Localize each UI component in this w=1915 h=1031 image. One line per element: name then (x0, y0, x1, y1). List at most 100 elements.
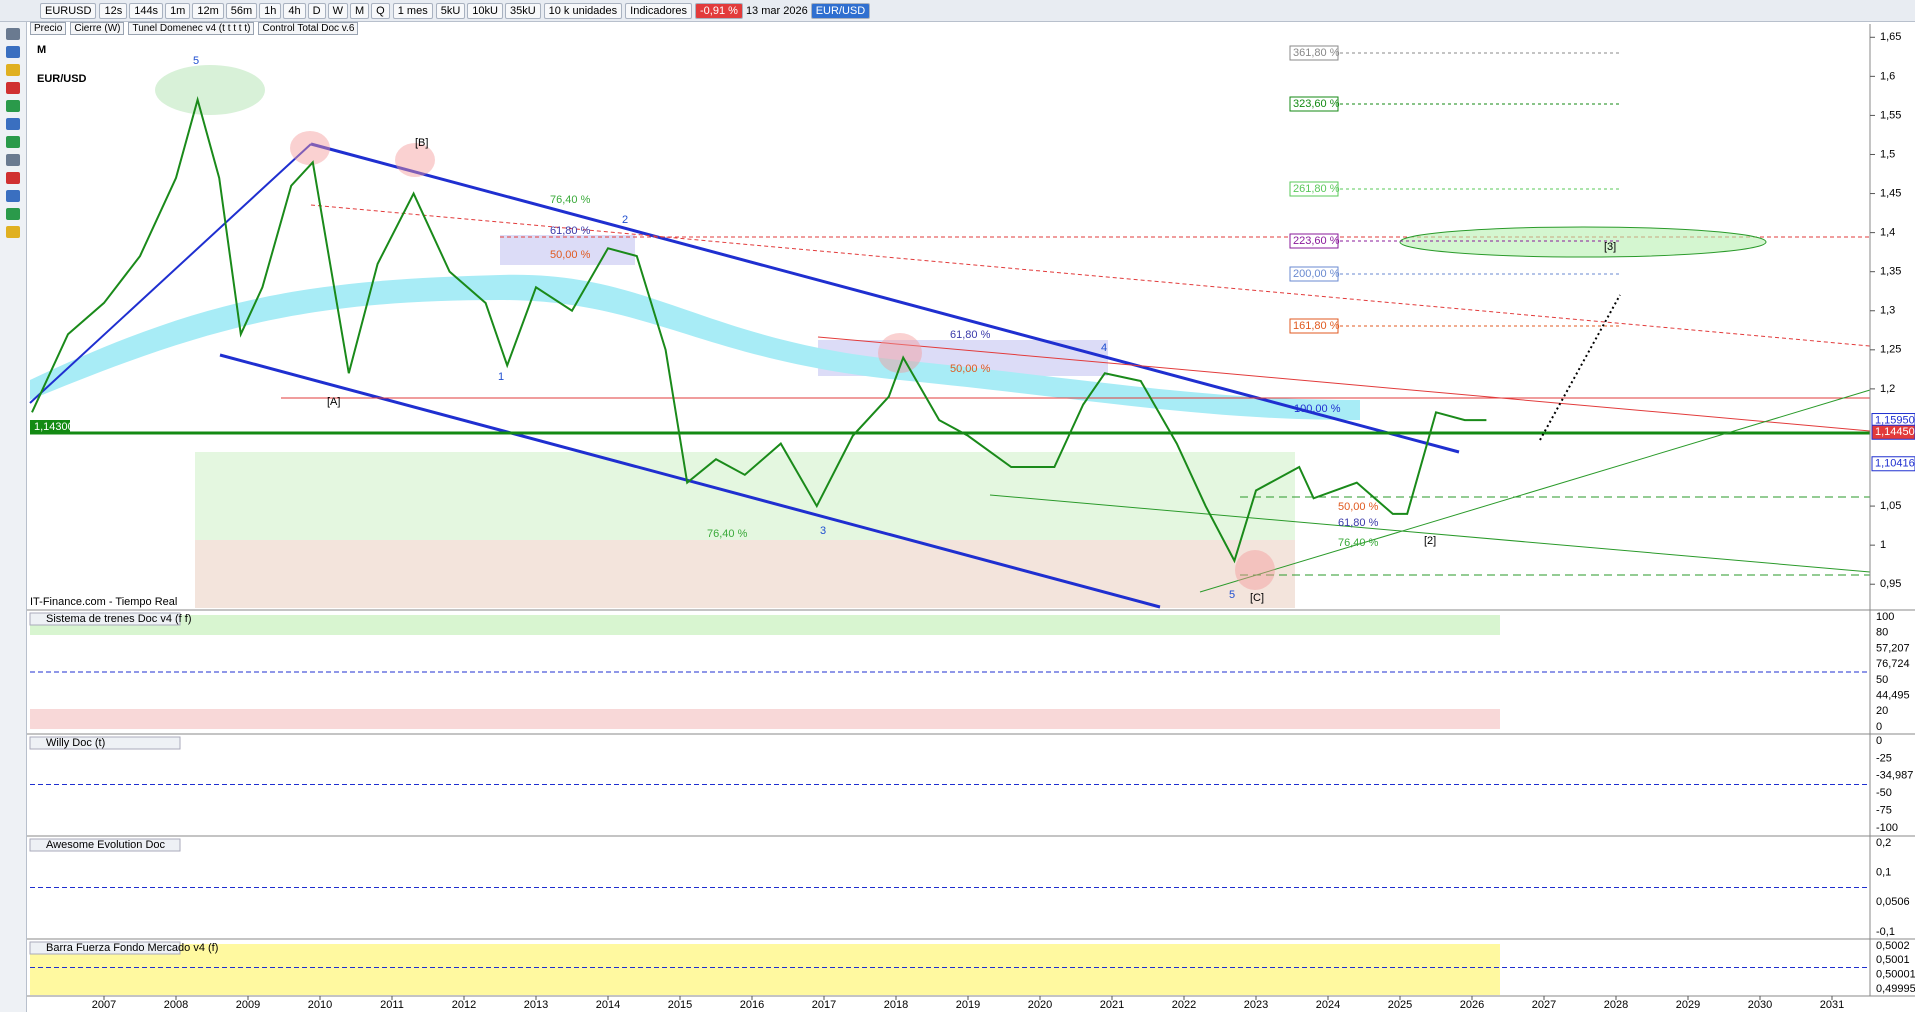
annotations: 5 [B] 2 1 [A] 3 4 5 [C] [2] [3] 76,40 % … (193, 55, 1616, 604)
tool[interactable] (6, 226, 20, 238)
price-label: 1,15950 (1875, 414, 1915, 426)
fib-label: 323,60 % (1293, 98, 1340, 110)
fib-label: 61,80 % (950, 329, 991, 341)
panel-axis-label: 0,50001 (1876, 969, 1915, 981)
tabs: Precio Cierre (W) Tunel Domenec v4 (t t t … (30, 22, 359, 35)
fib-box (1289, 181, 1339, 197)
panel-tag (29, 736, 181, 750)
fib-label: 50,00 % (550, 249, 591, 261)
panel-axis-label: 57,207 (1876, 642, 1910, 654)
x-tick-label: 2014 (596, 999, 620, 1011)
timeframe[interactable]: 1m (165, 2, 191, 19)
side-toolbar (0, 22, 27, 1012)
wave-label: 1 (498, 371, 504, 383)
unit[interactable]: 5kU (435, 2, 466, 19)
panel-band (30, 709, 1500, 729)
marker (155, 65, 265, 115)
panel-axis-label: 50 (1876, 674, 1888, 686)
panel-axis-label: -25 (1876, 752, 1892, 764)
x-tick-label: 2012 (452, 999, 476, 1011)
panel-axis-label: 100 (1876, 611, 1894, 623)
tool[interactable] (6, 136, 20, 148)
x-tick-label: 2008 (164, 999, 188, 1011)
timeframe[interactable]: 12m (192, 2, 224, 19)
wave-label: [A] (327, 396, 340, 408)
x-tick-label: 2030 (1748, 999, 1772, 1011)
panel-axis-label: -0,1 (1876, 926, 1895, 938)
tool[interactable] (6, 118, 20, 130)
x-tick-label: 2020 (1028, 999, 1052, 1011)
tool[interactable] (6, 208, 20, 220)
panel-axis-label: 0,2 (1876, 837, 1891, 849)
chart-title: M (37, 44, 46, 56)
x-tick-label: 2017 (812, 999, 836, 1011)
tool[interactable] (6, 100, 20, 112)
x-tick-label: 2015 (668, 999, 692, 1011)
wave-label: 5 (1229, 589, 1235, 601)
panel-title: Barra Fuerza Fondo Mercado v4 (f) (46, 942, 218, 954)
panel-axis-label: 0,0506 (1876, 896, 1910, 908)
timeframe[interactable]: 4h (283, 2, 306, 19)
tool[interactable] (6, 172, 20, 184)
tool[interactable] (6, 154, 20, 166)
fib-box (1289, 233, 1339, 249)
timeframe[interactable]: Q (371, 2, 390, 19)
panel-title: Awesome Evolution Doc (46, 839, 166, 851)
tab[interactable]: Tunel Domenec v4 (t t t t t) (128, 22, 255, 35)
fib-label: 50,00 % (950, 363, 991, 375)
tool[interactable] (6, 28, 20, 40)
x-tick-label: 2024 (1316, 999, 1340, 1011)
panel-tag (29, 941, 181, 955)
panel-tag (29, 612, 181, 626)
marker (878, 333, 922, 373)
timeframe[interactable]: M (350, 2, 370, 19)
wave-label: [C] (1250, 592, 1264, 604)
timeframe[interactable]: 144s (129, 2, 164, 19)
panel-axis-label: 44,495 (1876, 689, 1910, 701)
tool[interactable] (6, 190, 20, 202)
wave-label: 5 (193, 55, 199, 67)
tool[interactable] (6, 64, 20, 76)
chart: 5 [B] 2 1 [A] 3 4 5 [C] [2] [3] 76,40 % … (27, 24, 1915, 1011)
x-tick-label: 2022 (1172, 999, 1196, 1011)
fib-label: 50,00 % (1338, 501, 1379, 513)
timeframe[interactable]: 1h (259, 2, 282, 19)
trend-line (310, 204, 1871, 347)
y-tick-label: 1,4 (1880, 227, 1895, 239)
unit[interactable]: 35kU (504, 2, 541, 19)
symbol[interactable]: EURUSD (40, 2, 97, 19)
wave-label: [3] (1604, 241, 1616, 253)
tool[interactable] (6, 82, 20, 94)
period[interactable]: 1 mes (392, 2, 433, 19)
timeframe[interactable]: D (307, 2, 326, 19)
panel-axis-label: 76,724 (1876, 658, 1910, 670)
x-tick-label: 2010 (308, 999, 332, 1011)
x-tick-label: 2007 (92, 999, 116, 1011)
x-tick-label: 2018 (884, 999, 908, 1011)
tool[interactable] (6, 46, 20, 58)
units-select[interactable]: 10 k unidades (543, 2, 623, 19)
y-tick-label: 1,6 (1880, 70, 1895, 82)
trend-line (1199, 389, 1871, 593)
trend-line (989, 494, 1871, 573)
marker (395, 143, 435, 177)
timeframe[interactable]: W (327, 2, 348, 19)
fib-box (1289, 45, 1339, 61)
zone (195, 540, 1295, 608)
timeframe[interactable]: 12s (99, 2, 128, 19)
panel-axis-label: 0 (1876, 721, 1882, 733)
level-badge (30, 420, 70, 433)
tab[interactable]: Control Total Doc v.6 (258, 22, 359, 35)
panel-axis-label: 20 (1876, 705, 1888, 717)
trend-line (817, 336, 1871, 432)
y-tick-label: 1,45 (1880, 187, 1901, 199)
panel-axis-label: 0 (1876, 735, 1882, 747)
timeframe[interactable]: 56m (225, 2, 258, 19)
price-label: 1,10416 (1875, 458, 1915, 470)
tab[interactable]: Cierre (W) (70, 22, 125, 35)
unit[interactable]: 10kU (467, 2, 503, 19)
fib-label: 223,60 % (1293, 235, 1340, 247)
indicators[interactable]: Indicadores (625, 2, 693, 19)
tab[interactable]: Precio (30, 22, 67, 35)
